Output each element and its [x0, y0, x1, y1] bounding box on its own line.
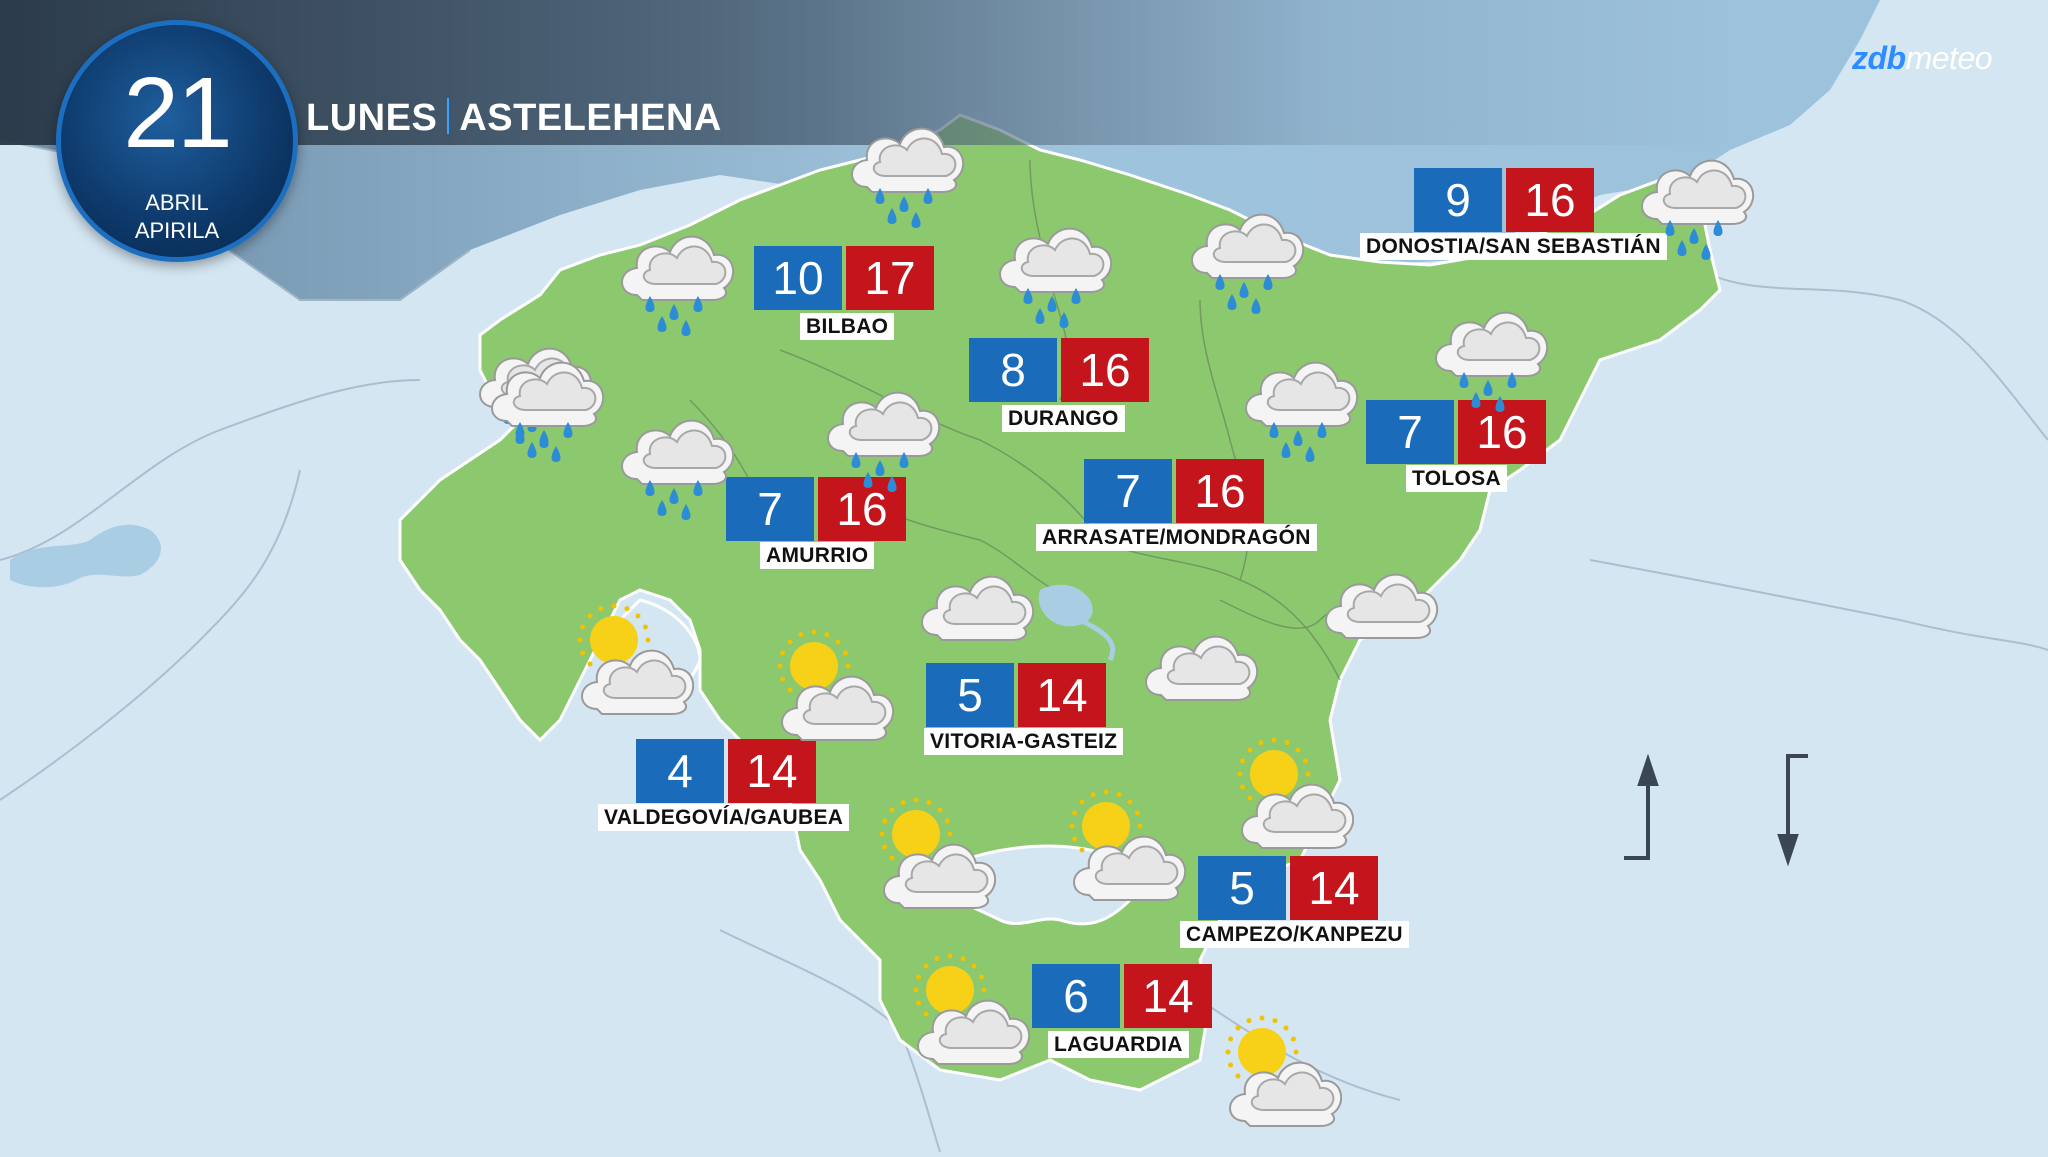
rain-icon	[612, 200, 742, 336]
date-badge: 21 ABRIL APIRILA	[56, 20, 298, 262]
partly-cloudy-icon	[900, 950, 1030, 1070]
date-month-eu: APIRILA	[134, 218, 220, 243]
brand-logo-part1: zdb	[1852, 40, 1906, 76]
partly-cloudy-icon	[1224, 734, 1354, 854]
max-temperature: 14	[728, 739, 816, 803]
temperature-pair: 10 17	[754, 246, 934, 310]
lake	[10, 524, 161, 588]
city-name: ARRASATE/MONDRAGÓN	[1036, 524, 1317, 551]
min-temperature: 4	[636, 739, 724, 803]
city-name: LAGUARDIA	[1048, 1031, 1189, 1058]
min-temperature: 6	[1032, 964, 1120, 1028]
day-title-separator	[447, 98, 450, 134]
day-title-es: LUNES	[306, 97, 438, 139]
min-temperature: 9	[1414, 168, 1502, 232]
temperature-pair: 8 16	[969, 338, 1149, 402]
min-temperature: 7	[1084, 459, 1172, 523]
city-name: TOLOSA	[1406, 465, 1507, 492]
partly-cloudy-icon	[764, 626, 894, 746]
max-temperature: 14	[1124, 964, 1212, 1028]
city-name: VITORIA-GASTEIZ	[924, 728, 1124, 755]
cloud-icon	[1316, 538, 1446, 658]
city-name: DONOSTIA/SAN SEBASTIÁN	[1360, 233, 1667, 260]
temperature-pair: 9 16	[1414, 168, 1594, 232]
min-temperature: 5	[926, 663, 1014, 727]
day-title: LUNES ASTELEHENA	[306, 96, 722, 140]
temperature-pair: 5 14	[926, 663, 1106, 727]
date-month-es: ABRIL	[145, 190, 209, 215]
partly-cloudy-icon	[1056, 786, 1186, 906]
cloud-icon	[912, 540, 1042, 660]
date-day: 21	[123, 57, 232, 169]
rain-icon	[482, 326, 612, 462]
day-title-eu: ASTELEHENA	[459, 97, 722, 139]
min-temperature: 8	[969, 338, 1057, 402]
legend-arrows	[1624, 753, 1808, 867]
rain-icon	[1632, 124, 1762, 260]
partly-cloudy-icon	[564, 600, 694, 720]
partly-cloudy-icon	[866, 794, 996, 914]
min-temperature: 7	[1366, 400, 1454, 464]
city-name: AMURRIO	[760, 542, 875, 569]
temperature-pair: 5 14	[1198, 856, 1378, 920]
max-temperature: 16	[1176, 459, 1264, 523]
temperature-pair: 7 16	[726, 477, 906, 541]
temperature-pair: 7 16	[1084, 459, 1264, 523]
partly-cloudy-icon	[1212, 1012, 1342, 1132]
max-temperature: 16	[1061, 338, 1149, 402]
city-name: CAMPEZO/KANPEZU	[1180, 921, 1409, 948]
rain-icon	[990, 192, 1120, 328]
city-name: DURANGO	[1002, 405, 1125, 432]
max-temperature: 16	[818, 477, 906, 541]
max-temperature: 14	[1018, 663, 1106, 727]
min-temperature: 7	[726, 477, 814, 541]
rain-icon	[1236, 326, 1366, 462]
min-temperature: 10	[754, 246, 842, 310]
rain-icon	[612, 384, 742, 520]
max-temperature: 17	[846, 246, 934, 310]
temperature-pair: 4 14	[636, 739, 816, 803]
rain-icon	[1426, 276, 1556, 412]
header-band	[0, 0, 2048, 145]
rain-icon	[842, 92, 972, 228]
cloud-icon	[1136, 600, 1266, 720]
brand-logo-part2: meteo	[1905, 40, 1993, 76]
min-temperature: 5	[1198, 856, 1286, 920]
rain-icon	[1182, 178, 1312, 314]
city-name: BILBAO	[800, 313, 895, 340]
max-temperature: 14	[1290, 856, 1378, 920]
brand-logo: zdbmeteo	[1852, 40, 1993, 77]
max-temperature: 16	[1506, 168, 1594, 232]
temperature-pair: 6 14	[1032, 964, 1212, 1028]
rain-icon	[818, 356, 948, 492]
city-name: VALDEGOVÍA/GAUBEA	[598, 804, 850, 831]
